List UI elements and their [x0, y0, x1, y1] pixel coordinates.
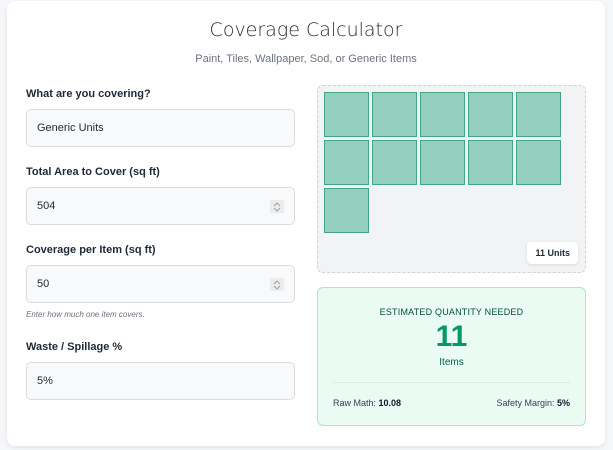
item-type-label: What are you covering? [26, 88, 151, 100]
tile [324, 188, 369, 233]
waste-label: Waste / Spillage % [26, 341, 123, 353]
tile [324, 92, 369, 137]
raw-math-label: Raw Math: [333, 398, 377, 408]
total-area-spinner-icon[interactable] [270, 200, 284, 213]
tile [420, 92, 465, 137]
units-badge: 11 Units [527, 242, 578, 264]
result-label: ESTIMATED QUANTITY NEEDED [379, 307, 524, 317]
result-divider [333, 382, 570, 383]
tile [372, 92, 417, 137]
coverage-per-item-label: Coverage per Item (sq ft) [26, 244, 156, 256]
waste-value: 5% [37, 375, 53, 387]
total-area-value: 504 [37, 200, 56, 212]
tile [516, 92, 561, 137]
tile [468, 140, 513, 185]
tile [324, 140, 369, 185]
raw-math-value: 10.08 [378, 398, 402, 408]
safety-margin: Safety Margin: 5% [496, 398, 570, 408]
coverage-per-item-input[interactable]: 50 [26, 265, 295, 303]
page-title: Coverage Calculator [209, 19, 403, 41]
page-subtitle: Paint, Tiles, Wallpaper, Sod, or Generic… [195, 53, 417, 65]
coverage-per-item-value: 50 [37, 278, 50, 290]
coverage-spinner-icon[interactable] [270, 278, 284, 291]
safety-margin-label: Safety Margin: [496, 398, 555, 408]
coverage-visual: 11 Units [317, 85, 586, 273]
tile [420, 140, 465, 185]
coverage-hint: Enter how much one item covers. [26, 310, 145, 319]
result-panel: ESTIMATED QUANTITY NEEDED 11 Items Raw M… [317, 287, 586, 426]
raw-math: Raw Math: 10.08 [333, 398, 401, 408]
safety-margin-value: 5% [556, 398, 570, 408]
waste-input[interactable]: 5% [26, 362, 295, 400]
tile [468, 92, 513, 137]
tile [372, 140, 417, 185]
item-type-input[interactable]: Generic Units [26, 109, 295, 147]
result-footer: Raw Math: 10.08 Safety Margin: 5% [333, 398, 570, 408]
calculator-card: Coverage Calculator Paint, Tiles, Wallpa… [7, 1, 605, 446]
total-area-input[interactable]: 504 [26, 187, 295, 225]
result-quantity: 11 [435, 320, 468, 353]
tile [516, 140, 561, 185]
total-area-label: Total Area to Cover (sq ft) [26, 166, 160, 178]
result-unit: Items [439, 357, 464, 368]
item-type-value: Generic Units [37, 122, 104, 134]
